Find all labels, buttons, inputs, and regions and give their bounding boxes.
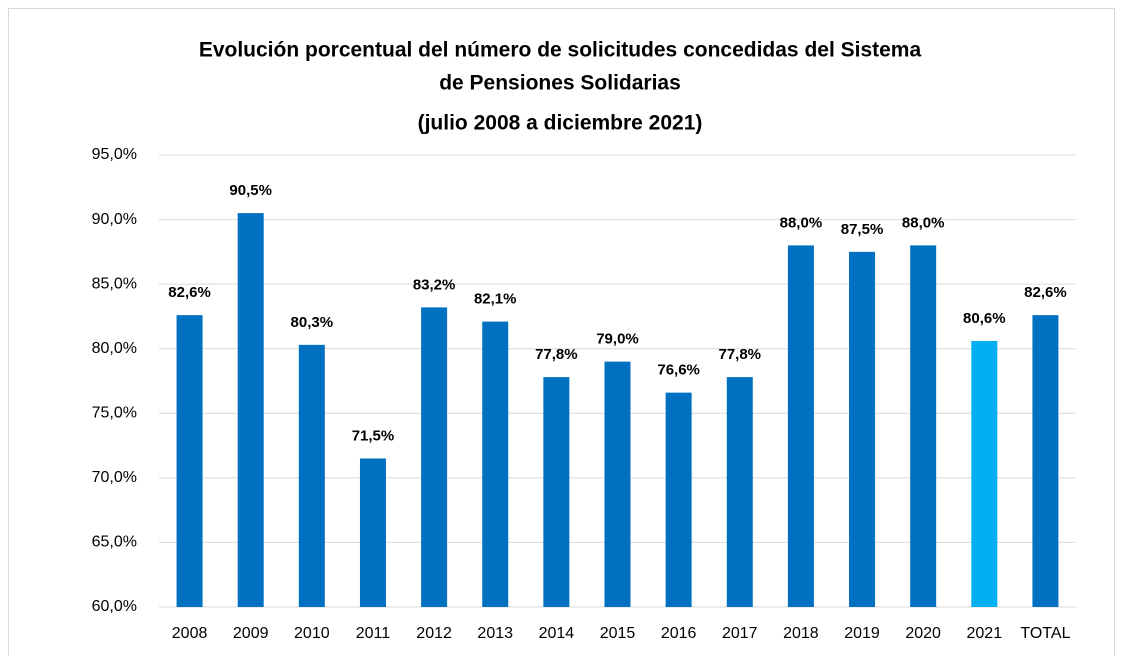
bar (298, 344, 325, 607)
bar (971, 340, 998, 607)
data-label: 88,0% (780, 214, 823, 231)
x-tick-label: 2020 (905, 625, 941, 642)
data-label: 82,1% (474, 291, 517, 308)
x-tick-label: TOTAL (1020, 625, 1070, 642)
bar (787, 245, 814, 607)
data-label: 82,6% (168, 284, 211, 301)
chart-title: de Pensiones Solidarias (439, 72, 681, 95)
y-tick-label: 95,0% (92, 146, 137, 163)
x-tick-label: 2016 (661, 625, 697, 642)
x-tick-label: 2014 (539, 625, 575, 642)
bar (910, 245, 937, 607)
x-tick-label: 2008 (172, 625, 208, 642)
data-label: 82,6% (1024, 284, 1067, 301)
chart-subtitle: (julio 2008 a diciembre 2021) (418, 112, 703, 135)
data-label: 71,5% (352, 427, 395, 444)
y-tick-label: 85,0% (92, 275, 137, 292)
data-label: 83,2% (413, 276, 456, 293)
bar (1032, 315, 1059, 607)
data-label: 79,0% (596, 331, 639, 348)
bar (849, 251, 876, 607)
y-tick-label: 70,0% (92, 469, 137, 486)
bar (604, 361, 631, 607)
bar (665, 392, 692, 607)
y-tick-label: 60,0% (92, 598, 137, 615)
x-tick-label: 2021 (967, 625, 1003, 642)
data-label: 80,6% (963, 310, 1006, 327)
y-tick-label: 65,0% (92, 534, 137, 551)
y-tick-label: 80,0% (92, 340, 137, 357)
bar (482, 321, 509, 607)
x-tick-label: 2015 (600, 625, 636, 642)
x-tick-label: 2019 (844, 625, 880, 642)
data-label: 77,8% (535, 346, 578, 363)
data-label: 77,8% (718, 346, 761, 363)
data-label: 88,0% (902, 214, 945, 231)
chart-title: Evolución porcentual del número de solic… (199, 39, 922, 62)
x-tick-label: 2009 (233, 625, 269, 642)
bar (726, 377, 753, 607)
bar (176, 315, 203, 607)
x-tick-label: 2018 (783, 625, 819, 642)
bar (421, 307, 448, 607)
data-label: 90,5% (229, 182, 272, 199)
bar (237, 213, 264, 607)
bar (359, 458, 386, 607)
data-label: 87,5% (841, 221, 884, 238)
y-tick-label: 90,0% (92, 211, 137, 228)
x-tick-label: 2010 (294, 625, 330, 642)
x-tick-label: 2011 (356, 625, 391, 642)
x-tick-label: 2013 (477, 625, 513, 642)
x-tick-label: 2017 (722, 625, 758, 642)
x-tick-label: 2012 (416, 625, 452, 642)
data-label: 76,6% (657, 362, 700, 379)
y-tick-label: 75,0% (92, 405, 137, 422)
data-label: 80,3% (291, 314, 334, 331)
bar (543, 377, 570, 607)
